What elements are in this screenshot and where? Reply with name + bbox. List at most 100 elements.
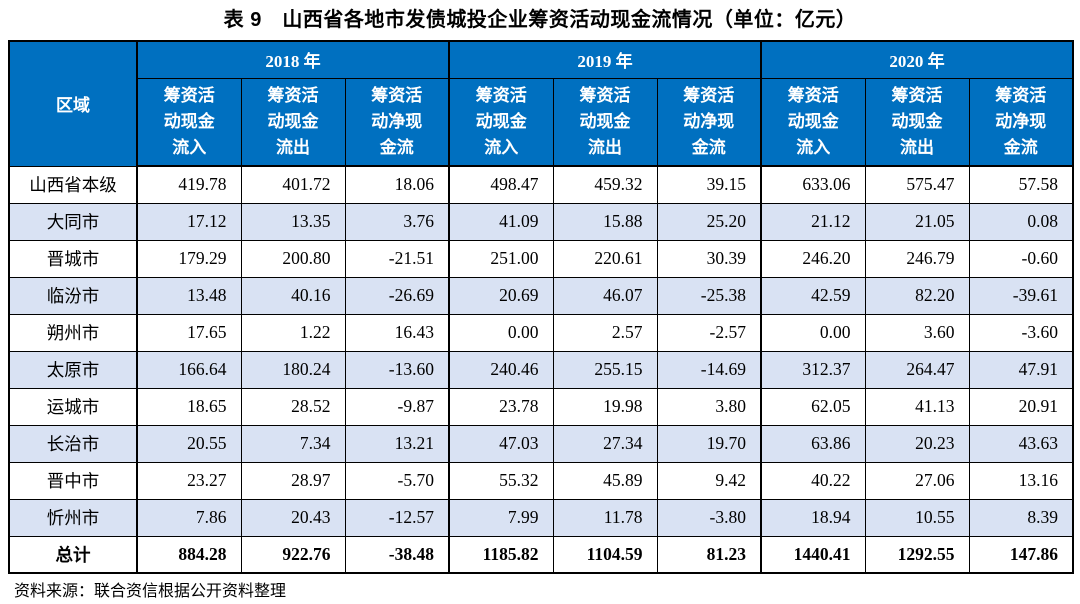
value-cell: 1104.59: [552, 535, 658, 574]
value-cell: 43.63: [968, 424, 1074, 463]
total-row: 总计 884.28 922.76 -38.48 1185.82 1104.59 81.23 1…: [8, 535, 1074, 574]
region-cell: 长治市: [8, 424, 138, 463]
value-cell: 21.05: [864, 202, 970, 241]
value-cell: 0.00: [448, 313, 554, 352]
source-note: 资料来源：联合资信根据公开资料整理: [14, 583, 287, 600]
value-cell: 13.35: [240, 202, 346, 241]
region-cell: 晋城市: [8, 239, 138, 278]
value-cell: 17.65: [136, 313, 242, 352]
value-cell: 23.27: [136, 461, 242, 500]
value-cell: 28.52: [240, 387, 346, 426]
value-cell: 498.47: [448, 165, 554, 204]
value-cell: 246.20: [760, 239, 866, 278]
value-cell: 575.47: [864, 165, 970, 204]
region-cell: 大同市: [8, 202, 138, 241]
region-cell: 山西省本级: [8, 165, 138, 204]
value-cell: -5.70: [344, 461, 450, 500]
value-cell: -0.60: [968, 239, 1074, 278]
value-cell: 0.08: [968, 202, 1074, 241]
table-title: 表 9 山西省各地市发债城投企业筹资活动现金流情况（单位：亿元）: [223, 9, 857, 31]
table-row: 晋城市 179.29 200.80 -21.51 251.00 220.61 30.39 24…: [8, 239, 1074, 278]
sub-header-2018-net: 筹资活 动净现 金流: [344, 77, 450, 167]
value-cell: 633.06: [760, 165, 866, 204]
value-cell: 251.00: [448, 239, 554, 278]
value-cell: 23.78: [448, 387, 554, 426]
region-cell: 临汾市: [8, 276, 138, 315]
value-cell: 255.15: [552, 350, 658, 389]
value-cell: 2.57: [552, 313, 658, 352]
table-body: 山西省本级 419.78 401.72 18.06 498.47 459.32 39.15 6…: [8, 165, 1074, 574]
region-cell: 忻州市: [8, 498, 138, 537]
value-cell: 401.72: [240, 165, 346, 204]
value-cell: 28.97: [240, 461, 346, 500]
year-header-2020: 2020 年: [760, 40, 1074, 79]
value-cell: 21.12: [760, 202, 866, 241]
value-cell: 179.29: [136, 239, 242, 278]
value-cell: -25.38: [656, 276, 762, 315]
year-header-2019: 2019 年: [448, 40, 762, 79]
value-cell: -26.69: [344, 276, 450, 315]
value-cell: -21.51: [344, 239, 450, 278]
value-cell: 39.15: [656, 165, 762, 204]
value-cell: 40.22: [760, 461, 866, 500]
value-cell: 81.23: [656, 535, 762, 574]
value-cell: 18.65: [136, 387, 242, 426]
value-cell: 47.91: [968, 350, 1074, 389]
value-cell: 7.99: [448, 498, 554, 537]
value-cell: 7.86: [136, 498, 242, 537]
value-cell: 1.22: [240, 313, 346, 352]
table-row: 运城市 18.65 28.52 -9.87 23.78 19.98 3.80 62.05 41.…: [8, 387, 1074, 426]
value-cell: 180.24: [240, 350, 346, 389]
value-cell: 20.69: [448, 276, 554, 315]
cash-flow-table: 区域 2018 年 2019 年 2020 年 筹资活 动现金 流入 筹资活 动…: [8, 40, 1074, 574]
table-row: 忻州市 7.86 20.43 -12.57 7.99 11.78 -3.80 18.94 10.…: [8, 498, 1074, 537]
value-cell: 18.94: [760, 498, 866, 537]
value-cell: 166.64: [136, 350, 242, 389]
value-cell: 30.39: [656, 239, 762, 278]
region-cell: 太原市: [8, 350, 138, 389]
value-cell: 62.05: [760, 387, 866, 426]
region-cell: 运城市: [8, 387, 138, 426]
value-cell: 82.20: [864, 276, 970, 315]
table-row: 大同市 17.12 13.35 3.76 41.09 15.88 25.20 21.12 21.…: [8, 202, 1074, 241]
region-cell: 朔州市: [8, 313, 138, 352]
value-cell: 27.34: [552, 424, 658, 463]
value-cell: 7.34: [240, 424, 346, 463]
value-cell: 46.07: [552, 276, 658, 315]
value-cell: -3.60: [968, 313, 1074, 352]
value-cell: 11.78: [552, 498, 658, 537]
value-cell: 45.89: [552, 461, 658, 500]
sub-header-row: 筹资活 动现金 流入 筹资活 动现金 流出 筹资活 动净现 金流 筹资活 动现金…: [9, 77, 1074, 167]
value-cell: -12.57: [344, 498, 450, 537]
year-header-2018: 2018 年: [136, 40, 450, 79]
value-cell: -38.48: [344, 535, 450, 574]
table-row: 朔州市 17.65 1.22 16.43 0.00 2.57 -2.57 0.00 3.60 -3…: [8, 313, 1074, 352]
value-cell: 3.60: [864, 313, 970, 352]
table-row: 晋中市 23.27 28.97 -5.70 55.32 45.89 9.42 40.22 27.…: [8, 461, 1074, 500]
value-cell: -3.80: [656, 498, 762, 537]
value-cell: -9.87: [344, 387, 450, 426]
value-cell: 20.55: [136, 424, 242, 463]
sub-header-2018-outflow: 筹资活 动现金 流出: [240, 77, 346, 167]
value-cell: 63.86: [760, 424, 866, 463]
table-row: 长治市 20.55 7.34 13.21 47.03 27.34 19.70 63.86 20.…: [8, 424, 1074, 463]
value-cell: 1185.82: [448, 535, 554, 574]
value-cell: 13.16: [968, 461, 1074, 500]
value-cell: 246.79: [864, 239, 970, 278]
value-cell: -14.69: [656, 350, 762, 389]
table-row: 太原市 166.64 180.24 -13.60 240.46 255.15 -14.69 3…: [8, 350, 1074, 389]
value-cell: 10.55: [864, 498, 970, 537]
value-cell: 1440.41: [760, 535, 866, 574]
value-cell: 15.88: [552, 202, 658, 241]
value-cell: 13.21: [344, 424, 450, 463]
table-header: 区域 2018 年 2019 年 2020 年 筹资活 动现金 流入 筹资活 动…: [8, 40, 1074, 167]
value-cell: 8.39: [968, 498, 1074, 537]
value-cell: 147.86: [968, 535, 1074, 574]
sub-header-2019-net: 筹资活 动净现 金流: [656, 77, 762, 167]
table-row: 山西省本级 419.78 401.72 18.06 498.47 459.32 39.15 6…: [8, 165, 1074, 204]
value-cell: 42.59: [760, 276, 866, 315]
value-cell: 884.28: [136, 535, 242, 574]
value-cell: 19.70: [656, 424, 762, 463]
value-cell: 240.46: [448, 350, 554, 389]
value-cell: -2.57: [656, 313, 762, 352]
